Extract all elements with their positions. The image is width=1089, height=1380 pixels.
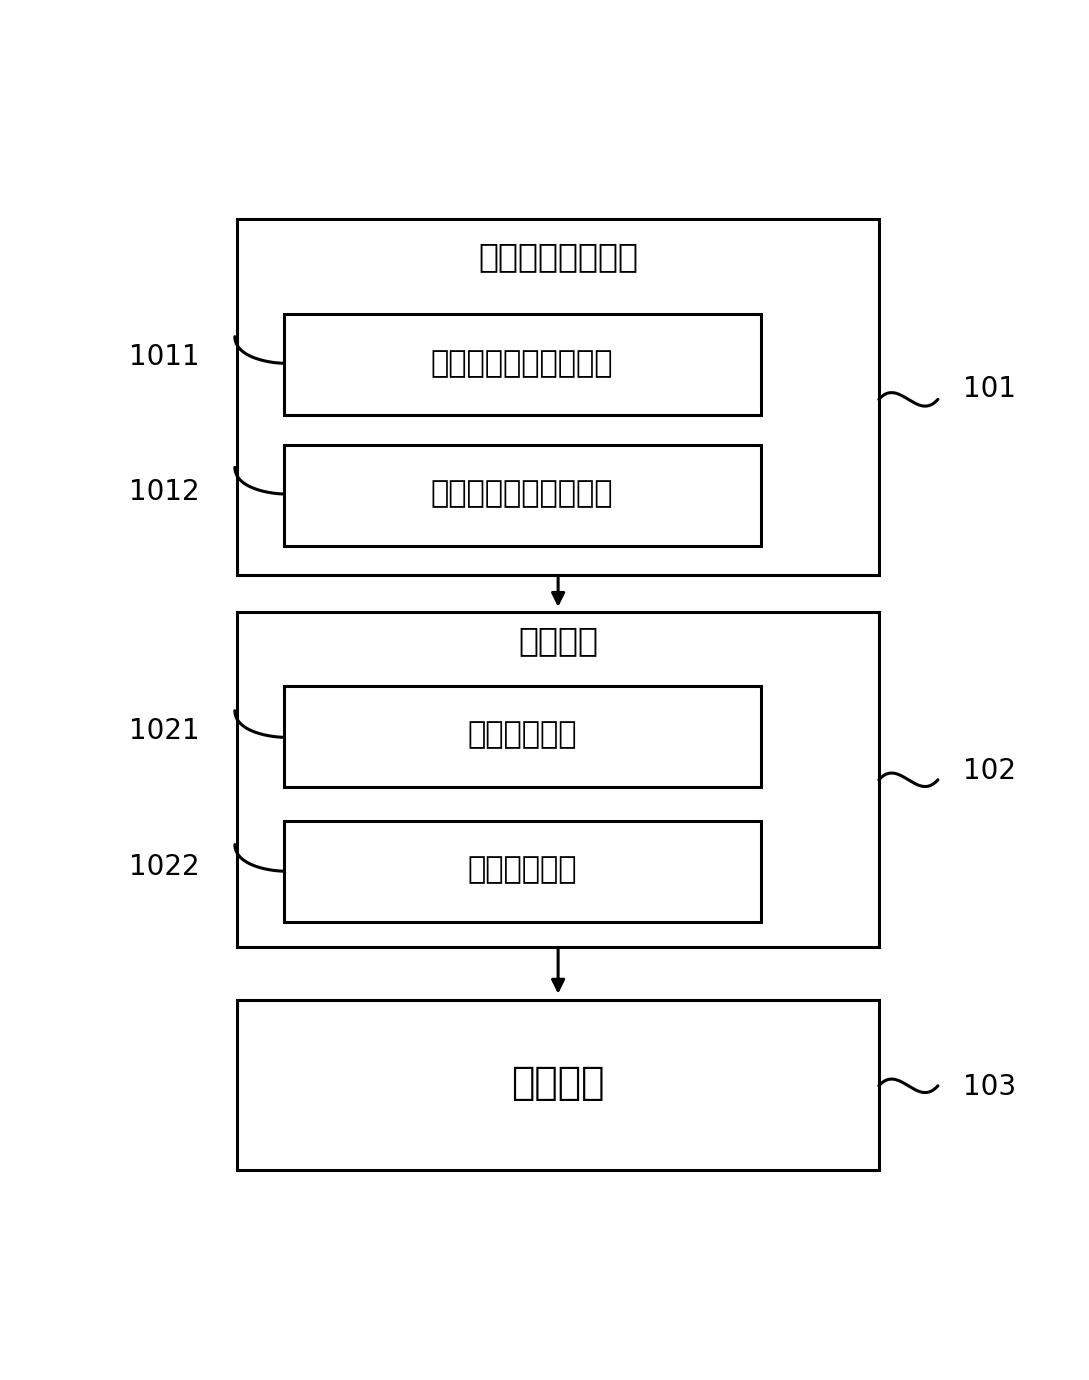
FancyBboxPatch shape xyxy=(284,315,760,415)
FancyBboxPatch shape xyxy=(284,446,760,546)
FancyBboxPatch shape xyxy=(284,686,760,787)
Text: 102: 102 xyxy=(963,758,1016,785)
FancyBboxPatch shape xyxy=(237,218,879,574)
Text: 101: 101 xyxy=(963,375,1016,403)
Text: 阻塞矩阵构造模块: 阻塞矩阵构造模块 xyxy=(478,240,638,273)
Text: 1012: 1012 xyxy=(129,477,199,506)
Text: 第二计算单元: 第二计算单元 xyxy=(467,856,576,885)
Text: 1011: 1011 xyxy=(129,342,199,371)
FancyBboxPatch shape xyxy=(237,999,879,1170)
Text: 一级阻塞矩阵构造单元: 一级阻塞矩阵构造单元 xyxy=(430,349,613,378)
Text: 计算模块: 计算模块 xyxy=(518,625,598,658)
Text: 103: 103 xyxy=(963,1072,1016,1101)
Text: 1022: 1022 xyxy=(129,853,199,880)
Text: 1021: 1021 xyxy=(129,716,199,745)
Text: 抑制模块: 抑制模块 xyxy=(512,1064,604,1101)
Text: 第一计算单元: 第一计算单元 xyxy=(467,720,576,749)
FancyBboxPatch shape xyxy=(284,821,760,922)
Text: 二级阻塞矩阵构造单元: 二级阻塞矩阵构造单元 xyxy=(430,479,613,508)
FancyBboxPatch shape xyxy=(237,611,879,947)
